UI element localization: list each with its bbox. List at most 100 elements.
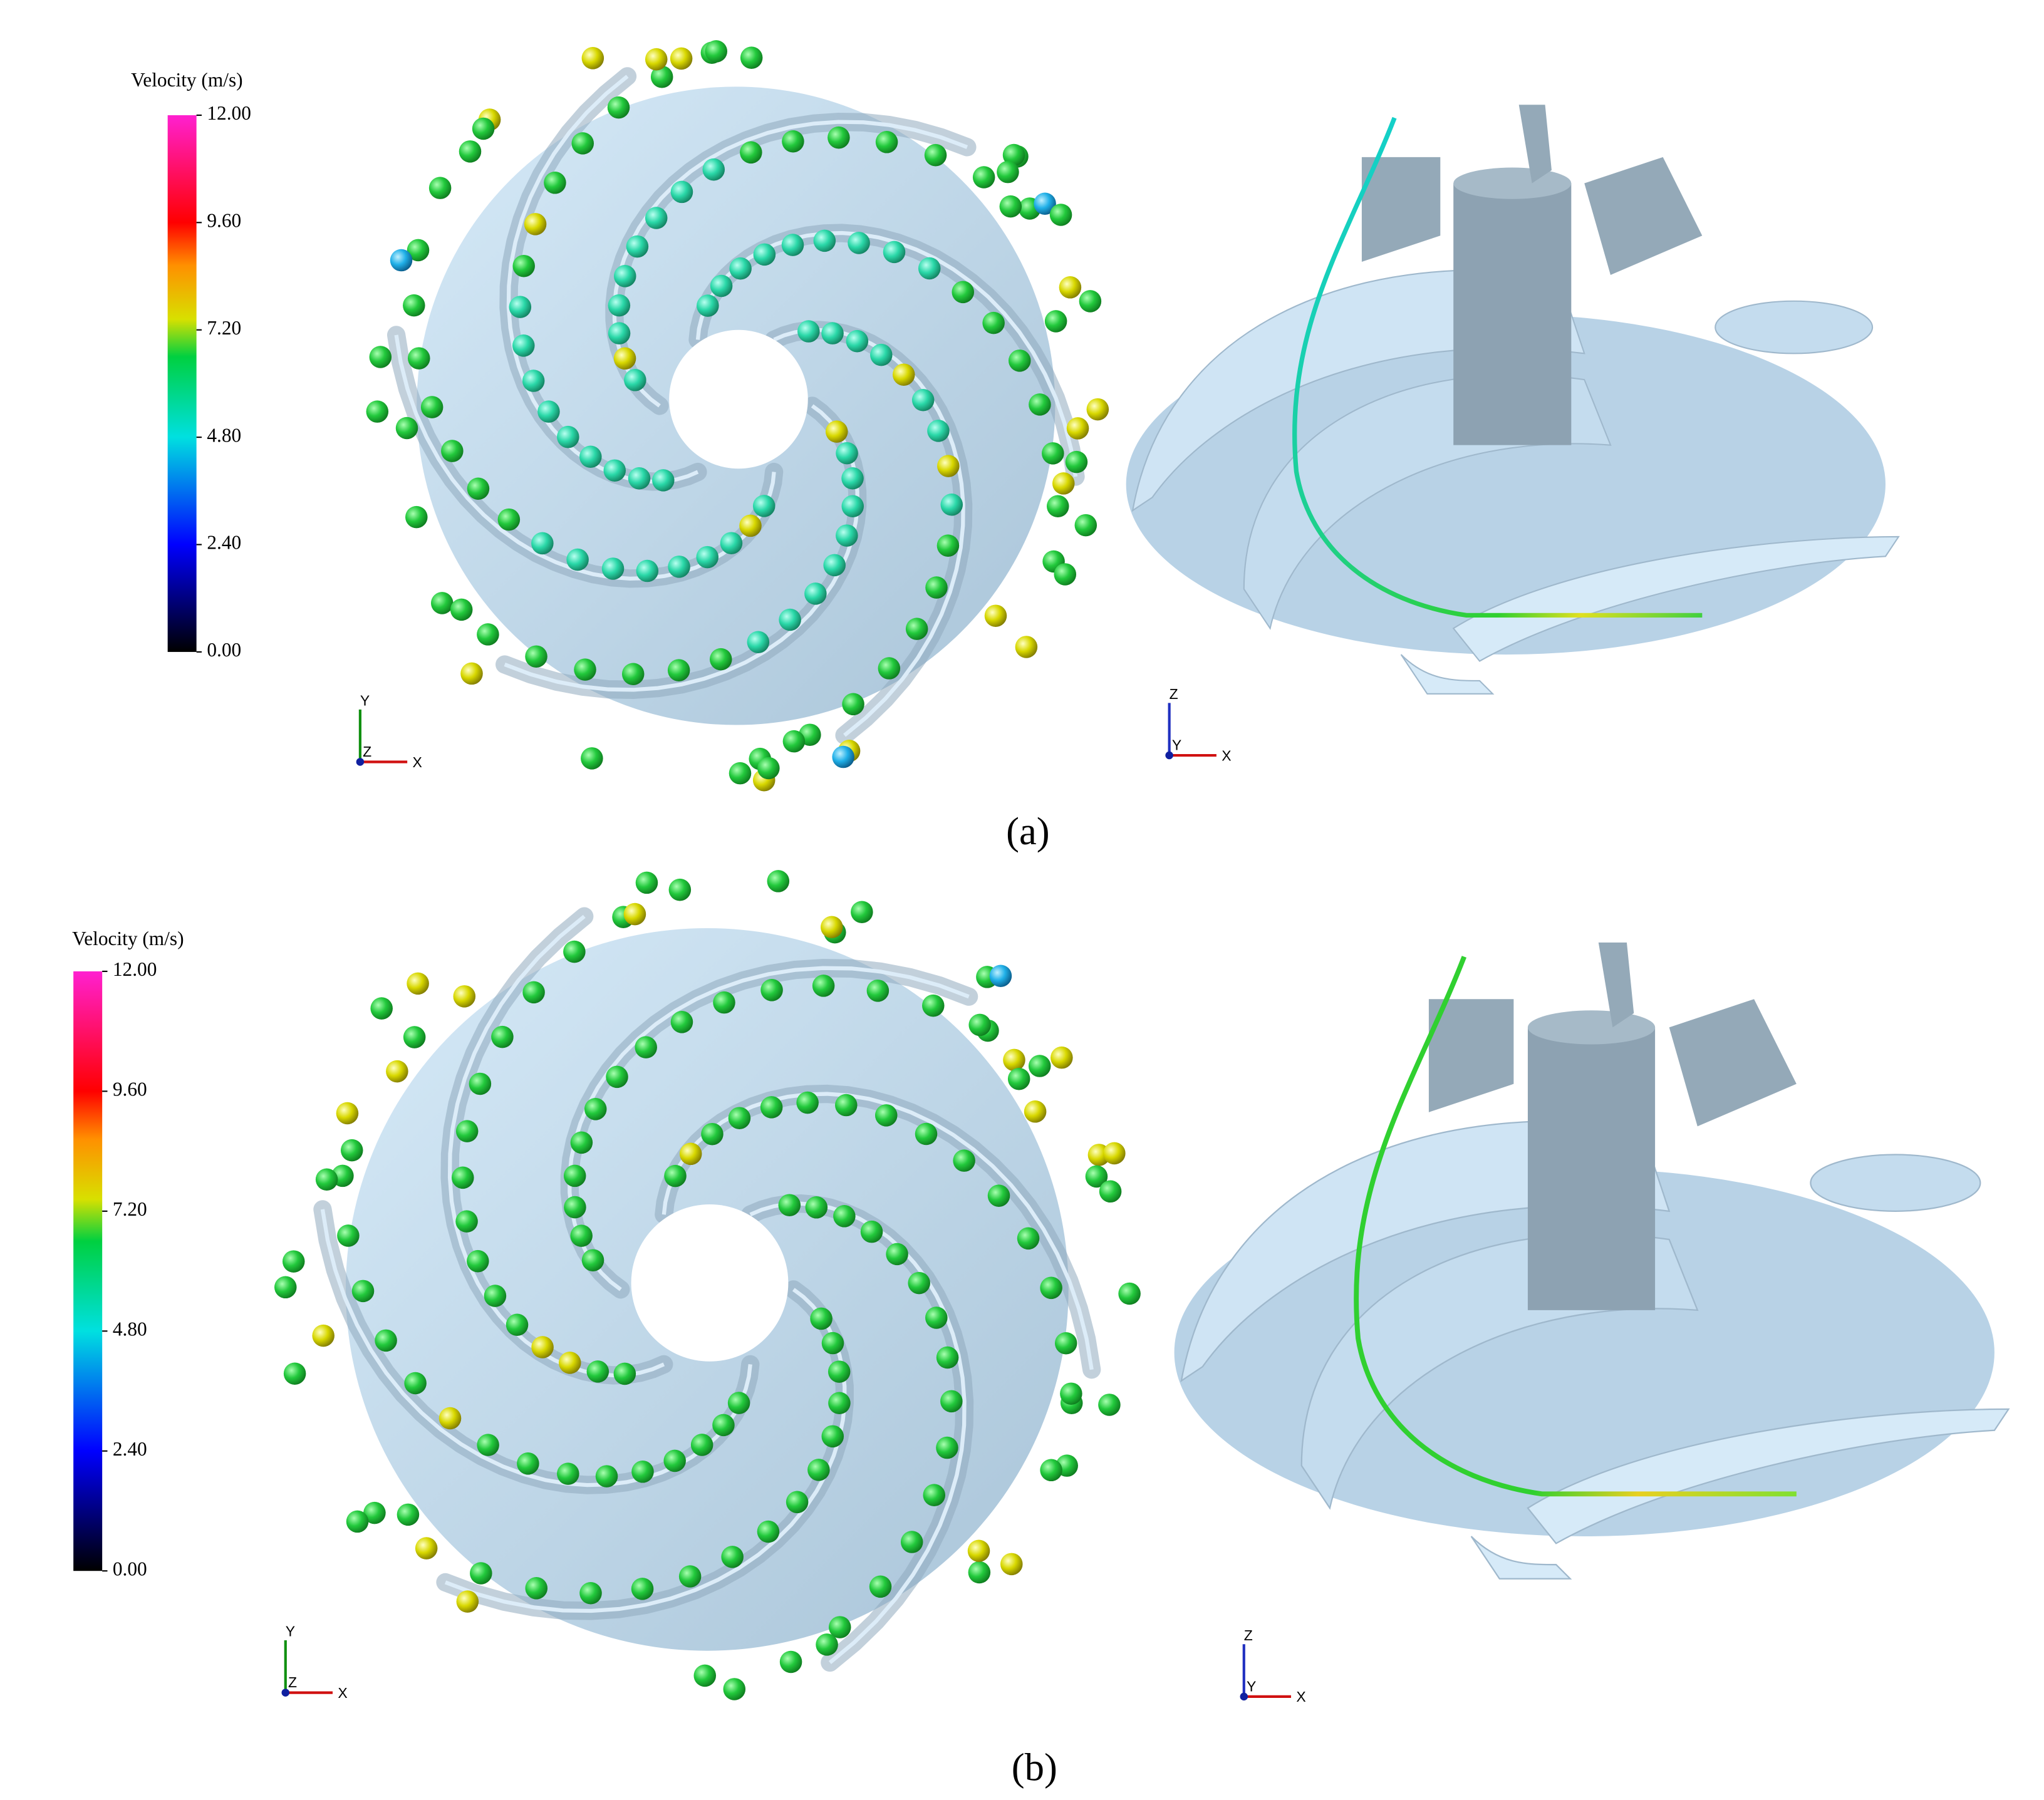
particle [1103,1142,1126,1165]
particle [757,1520,780,1543]
particle [1017,1227,1040,1250]
particle [570,1131,593,1154]
particle [883,241,906,264]
particle [621,663,645,686]
particle [1007,1067,1030,1090]
blade-tip [1810,1154,1981,1212]
particle [563,940,586,963]
particle [952,281,974,304]
particle [670,1011,693,1033]
vane [1518,105,1552,184]
particle [628,467,651,490]
particle [607,96,630,119]
particle [925,576,948,599]
particle [366,400,389,423]
particle [459,140,482,163]
particle [1098,1394,1121,1416]
particle [579,1581,602,1605]
particle [469,1072,492,1095]
particle [712,1414,735,1437]
particle [668,556,690,578]
particle [696,546,719,569]
axis-label: X [1222,747,1231,763]
particle [613,1362,636,1385]
particle [1000,1553,1023,1576]
particle [453,985,476,1008]
particle [927,420,950,442]
particle [892,363,915,386]
particle [531,532,554,555]
particle [470,1562,492,1585]
particle [781,234,804,256]
particle [497,508,521,531]
particle [721,1546,744,1568]
particle [664,1164,687,1187]
particle [805,1196,828,1219]
particle [1028,1055,1051,1077]
particle [702,158,725,181]
colorbar-tick-label: 9.60 [207,210,241,232]
particle [953,1149,975,1172]
particle [564,1196,586,1219]
particle [397,1503,420,1526]
vane [1361,157,1441,262]
colorbar-tick-label: 2.40 [207,532,241,554]
particle [603,459,626,482]
particle [810,1307,833,1330]
particle [557,425,579,448]
panel-label: (b) [1012,1746,1057,1789]
colorbar-tick-label: 9.60 [113,1078,147,1100]
particle [450,598,473,621]
particle [989,965,1012,987]
particle [512,334,535,357]
particle [1029,393,1051,416]
particle [566,548,589,571]
axis-label: X [338,1685,347,1701]
particle [779,608,801,631]
axis-origin [281,1689,290,1697]
panel-label: (a) [1006,809,1050,853]
vane [1598,942,1634,1028]
particle [340,1139,363,1162]
particle [1002,143,1025,167]
particle [369,346,392,368]
axis-origin [1165,751,1173,760]
particle [878,657,901,680]
particle [631,1578,654,1600]
particle [563,1164,586,1187]
particle [753,243,776,266]
particle [613,265,636,287]
particle [636,559,659,582]
axis-origin [1240,1692,1248,1701]
axis-label: Y [360,693,370,709]
particle [430,592,454,614]
particle [836,524,858,547]
particle [522,370,545,392]
particle [581,1249,604,1271]
particle [581,47,604,70]
particle [558,1352,581,1374]
particle [581,747,603,770]
particle [936,1436,958,1459]
particle [395,416,418,440]
particle [1086,398,1109,421]
particle [1118,1282,1141,1305]
vane [1669,999,1797,1127]
particle [452,1166,474,1189]
particle [821,1332,844,1355]
hub-bore [631,1204,789,1362]
blade [1400,654,1495,695]
blade-tip [1715,300,1874,354]
particle [911,388,935,411]
streamline [1354,956,1797,1497]
colorbar-title: Velocity (m/s) [72,928,184,949]
particle [623,903,646,926]
particle [925,1306,948,1329]
particle [531,1336,554,1358]
particle [767,870,790,892]
particle [1099,1180,1122,1203]
colorbar [167,115,197,652]
particle [1054,1332,1077,1355]
particle [720,532,743,554]
particle [922,994,945,1017]
